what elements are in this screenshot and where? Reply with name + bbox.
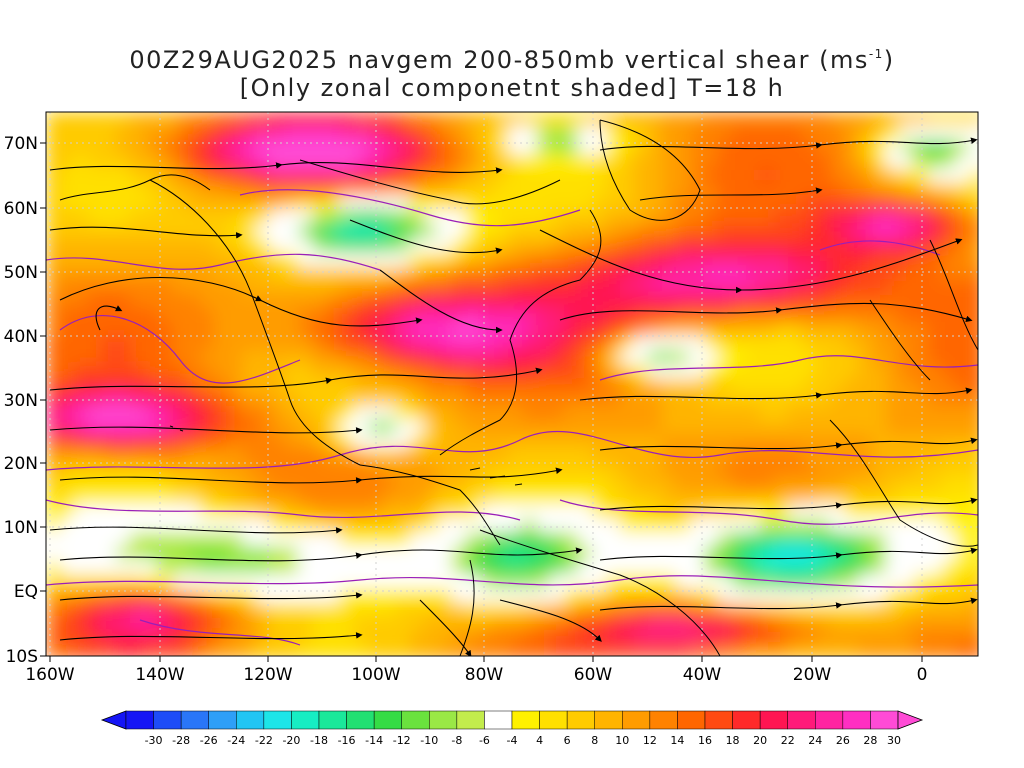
colorbar-swatch	[346, 710, 375, 730]
colorbar-swatch	[815, 710, 844, 730]
colorbar-swatch	[484, 710, 513, 730]
colorbar-label: -14	[365, 734, 383, 747]
colorbar-label: 16	[698, 734, 712, 747]
colorbar-label: -26	[200, 734, 218, 747]
colorbar-swatch	[125, 710, 154, 730]
colorbar-label: 30	[887, 734, 901, 747]
colorbar-label: -22	[255, 734, 273, 747]
colorbar-swatch	[649, 710, 678, 730]
lat-tick-label: 50N	[4, 263, 38, 283]
colorbar-label: 6	[564, 734, 571, 747]
colorbar-min-arrow	[100, 710, 127, 730]
lat-tick-label: 70N	[4, 134, 38, 154]
lon-tick-label: 120W	[243, 665, 292, 685]
lat-tick-label: EQ	[14, 582, 38, 602]
colorbar-swatch	[704, 710, 733, 730]
lat-tick-label: 30N	[4, 391, 38, 411]
lon-tick-label: 40W	[683, 665, 722, 685]
colorbar-label: 8	[591, 734, 598, 747]
colorbar-swatch	[622, 710, 651, 730]
longitude-axis: 160W 140W 120W 100W 80W 60W 40W 20W 0	[25, 656, 927, 685]
latitude-axis: 70N 60N 50N 40N 30N 20N 10N EQ 10S	[4, 134, 46, 667]
colorbar-swatch	[456, 710, 485, 730]
lon-tick-label: 60W	[574, 665, 613, 685]
lat-lon-grid	[46, 112, 978, 656]
colorbar-swatch	[594, 710, 623, 730]
colorbar-swatch	[291, 710, 320, 730]
map-frame	[45, 111, 979, 657]
colorbar-swatch	[732, 710, 761, 730]
lat-tick-label: 60N	[4, 199, 38, 219]
colorbar-label: 24	[808, 734, 822, 747]
colorbar-label: -8	[451, 734, 462, 747]
colorbar-label: 26	[836, 734, 850, 747]
title-line-1: 00Z29AUG2025 navgem 200-850mb vertical s…	[129, 46, 895, 74]
colorbar-label: -10	[420, 734, 438, 747]
lat-tick-label: 10N	[4, 518, 38, 538]
lon-tick-label: 0	[917, 665, 928, 685]
colorbar-label: -4	[507, 734, 518, 747]
streamlines	[49, 137, 978, 656]
colorbar-swatch	[208, 710, 237, 730]
colorbar-swatch	[373, 710, 402, 730]
purple-contours	[46, 189, 978, 646]
colorbar-swatch	[263, 710, 292, 730]
lon-tick-label: 160W	[25, 665, 74, 685]
colorbar-label: 14	[670, 734, 684, 747]
colorbar: -30 -28 -26 -24 -22 -20 -18 -16 -14 -12 -10 -8 -6 -4 4…	[100, 710, 924, 747]
colorbar-label: 22	[781, 734, 795, 747]
colorbar-label: 28	[863, 734, 877, 747]
colorbar-label: 18	[726, 734, 740, 747]
colorbar-max-arrow	[897, 710, 924, 730]
colorbar-swatch	[566, 710, 595, 730]
lon-tick-label: 20W	[793, 665, 832, 685]
colorbar-label: -6	[479, 734, 490, 747]
colorbar-label: 10	[615, 734, 629, 747]
colorbar-swatch	[677, 710, 706, 730]
colorbar-swatch	[318, 710, 347, 730]
lat-tick-label: 20N	[4, 454, 38, 474]
colorbar-swatch	[511, 710, 540, 730]
colorbar-label: 4	[536, 734, 543, 747]
colorbar-label: 20	[753, 734, 767, 747]
shear-shading	[46, 112, 978, 656]
colorbar-swatch	[842, 710, 871, 730]
colorbar-swatch	[153, 710, 182, 730]
colorbar-label: -24	[227, 734, 245, 747]
colorbar-label: -20	[282, 734, 300, 747]
colorbar-label: -18	[310, 734, 328, 747]
lat-tick-label: 10S	[6, 647, 38, 667]
map-plot-area	[46, 112, 978, 656]
colorbar-swatch	[401, 710, 430, 730]
lon-tick-label: 80W	[465, 665, 504, 685]
colorbar-label: -30	[145, 734, 163, 747]
lon-tick-label: 140W	[135, 665, 184, 685]
lon-tick-label: 100W	[351, 665, 400, 685]
colorbar-label: 12	[643, 734, 657, 747]
colorbar-swatch	[236, 710, 265, 730]
colorbar-swatch	[429, 710, 458, 730]
colorbar-swatch	[870, 710, 899, 730]
colorbar-label: -16	[338, 734, 356, 747]
colorbar-label: -12	[393, 734, 411, 747]
colorbar-swatch	[180, 710, 209, 730]
colorbar-swatch	[759, 710, 788, 730]
colorbar-label: -28	[172, 734, 190, 747]
lat-tick-label: 40N	[4, 327, 38, 347]
colorbar-swatch	[787, 710, 816, 730]
title-line-2: [Only zonal componetnt shaded] T=18 h	[239, 74, 785, 102]
colorbar-swatch	[539, 710, 568, 730]
